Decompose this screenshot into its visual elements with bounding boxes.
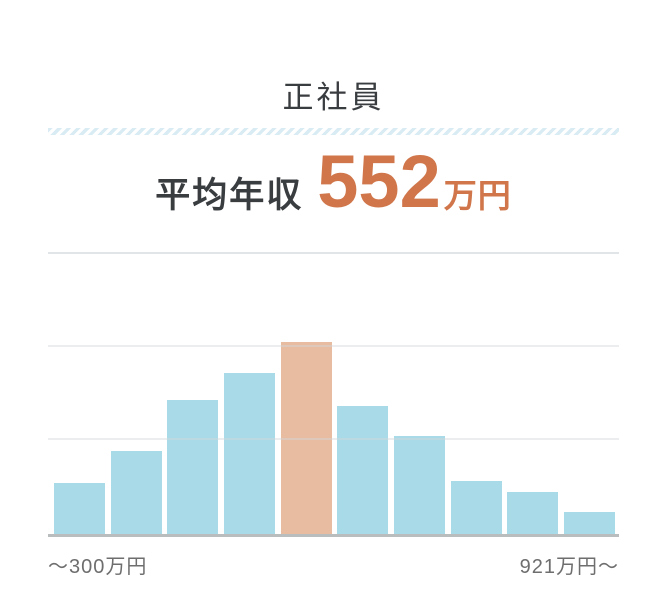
bar [223,372,275,534]
bar [54,482,105,534]
x-axis-label-max: 921万円〜 [519,555,619,578]
bar [507,491,559,534]
employment-type-title: 正社員 [282,80,385,115]
bar-highlighted [280,341,332,534]
x-axis-labels: 〜300万円 921万円〜 [48,550,619,579]
bars [48,252,619,534]
average-income-unit: 万円 [443,176,512,214]
average-income-stat: 平均年収 552 万円 [48,139,619,228]
income-distribution-chart [48,251,619,537]
bar [167,399,219,534]
hatched-divider [48,127,619,135]
bar [337,405,389,534]
average-income-value: 552 [317,139,441,223]
bar [110,450,162,534]
average-income-label: 平均年収 [155,175,304,215]
bar [563,511,615,534]
bar [393,435,445,534]
x-axis-label-min: 〜300万円 [48,555,148,578]
bar [450,480,502,534]
